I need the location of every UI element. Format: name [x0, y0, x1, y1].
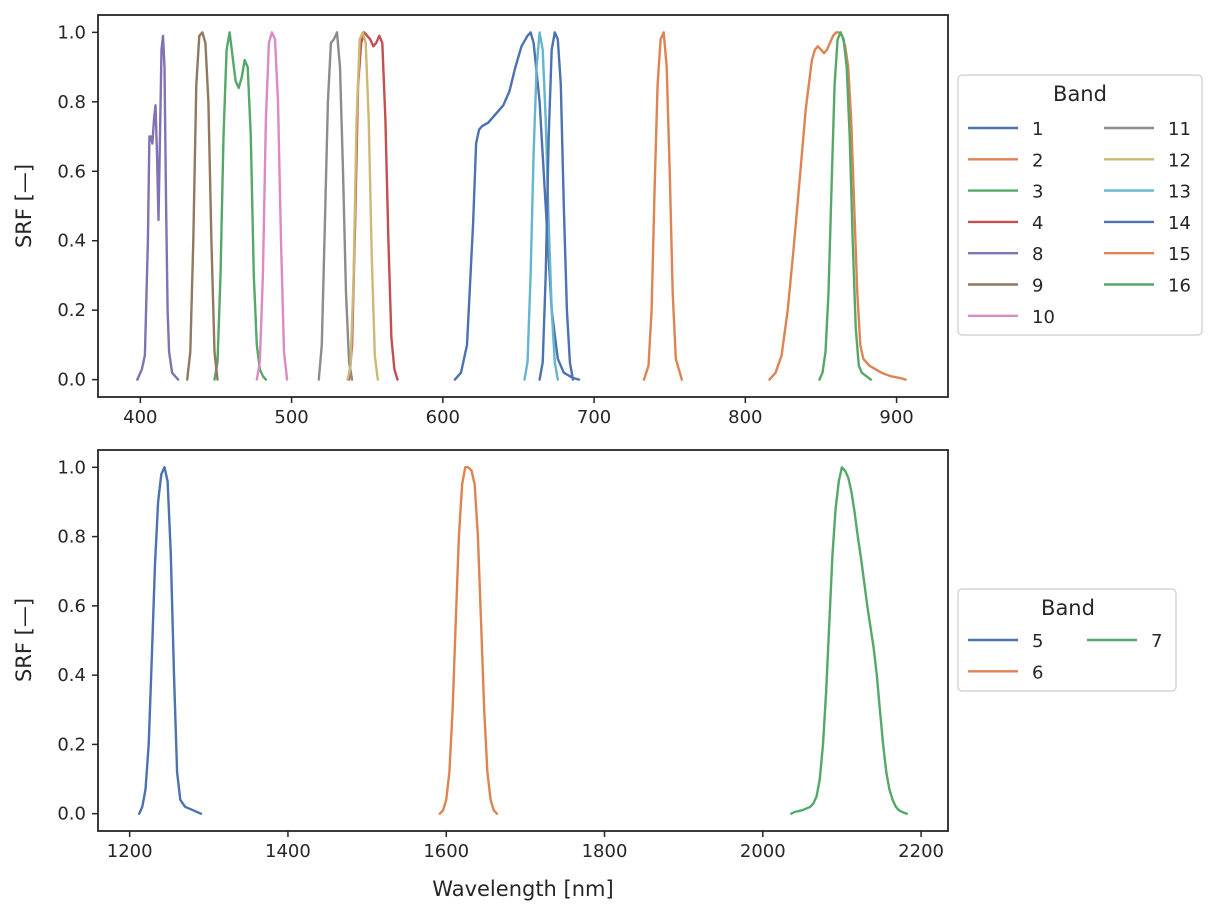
top-chart-frame: [97, 14, 949, 398]
bottom-chart-x-axis: 1200 1400 1600 1800 2000 2200: [107, 831, 944, 862]
top-chart-x-tick-label: 500: [274, 407, 308, 428]
top-chart-line-band-14: [538, 31, 575, 381]
bottom-chart-y-label: SRF [—]: [12, 598, 36, 682]
top-chart-legend-label: 10: [1032, 307, 1055, 328]
bottom-chart-x-label: Wavelength [nm]: [432, 877, 613, 901]
top-chart-legend-label: 11: [1168, 119, 1191, 140]
top-chart-x-tick-label: 400: [123, 407, 157, 428]
top-chart-legend-label: 13: [1168, 182, 1191, 203]
bottom-chart-legend: Band 5 6 7: [957, 588, 1177, 692]
bottom-chart-y-tick-label: 0.6: [57, 596, 86, 617]
top-chart-y-tick-label: 1.0: [57, 22, 86, 43]
top-chart-line-band-8: [136, 34, 180, 381]
top-chart-legend-entry: 8: [968, 244, 1043, 265]
top-chart-legend-entry: 3: [968, 182, 1043, 203]
top-chart-legend-entry: 12: [1104, 150, 1191, 171]
top-chart-line-band-13: [523, 31, 559, 381]
top-chart-line-band-2: [642, 31, 683, 381]
bottom-chart-legend-title: Band: [1041, 596, 1095, 620]
top-chart-legend-label: 8: [1032, 244, 1043, 265]
bottom-chart-series: [137, 466, 908, 815]
top-chart-legend-label: 2: [1032, 150, 1043, 171]
top-chart-y-tick-label: 0.2: [57, 300, 86, 321]
top-chart-legend-label: 9: [1032, 276, 1043, 297]
top-chart-y-tick-label: 0.6: [57, 161, 86, 182]
bottom-chart-y-axis: 0.0 0.2 0.4 0.6 0.8 1.0: [57, 457, 98, 825]
top-chart-y-label: SRF [—]: [12, 164, 36, 248]
top-chart-y-tick-label: 0.0: [57, 370, 86, 391]
top-chart-legend-entry: 9: [968, 276, 1043, 297]
bottom-chart-legend-entry: 7: [1087, 631, 1162, 652]
bottom-chart-line-band-6: [438, 466, 499, 815]
top-chart-legend-entry: 2: [968, 150, 1043, 171]
bottom-chart-y-tick-label: 1.0: [57, 457, 86, 478]
top-chart-legend-label: 14: [1168, 213, 1191, 234]
bottom-chart-x-tick-label: 2000: [740, 841, 786, 862]
bottom-chart-y-tick-label: 0.4: [57, 665, 86, 686]
bottom-chart-x-tick-label: 1600: [423, 841, 469, 862]
top-chart-x-tick-label: 600: [426, 407, 460, 428]
top-chart-line-band-16: [818, 31, 873, 381]
top-chart-y-axis: 0.0 0.2 0.4 0.6 0.8 1.0: [57, 22, 98, 391]
top-chart-legend-label: 4: [1032, 213, 1043, 234]
bottom-chart-frame: [97, 449, 949, 832]
bottom-chart-x-tick-label: 1200: [107, 841, 153, 862]
bottom-chart-x-tick-label: 1400: [265, 841, 311, 862]
top-chart-legend-label: 12: [1168, 150, 1191, 171]
bottom-chart-legend-frame: [957, 588, 1177, 692]
bottom-chart-y-tick-label: 0.0: [57, 804, 86, 825]
top-chart-line-band-11: [317, 31, 354, 381]
bottom-chart-line-band-7: [790, 466, 908, 815]
top-chart-legend-entry: 16: [1104, 276, 1191, 297]
top-chart-legend-label: 15: [1168, 244, 1191, 265]
top-chart-y-tick-label: 0.8: [57, 92, 86, 113]
bottom-chart-legend-entry: 5: [968, 631, 1043, 652]
bottom-chart-line-band-5: [137, 466, 203, 815]
top-chart-legend-entry: 15: [1104, 244, 1191, 265]
top-chart-line-band-10: [255, 31, 289, 381]
bottom-chart-y-tick-label: 0.2: [57, 734, 86, 755]
bottom-chart-legend-label: 7: [1151, 631, 1162, 652]
top-chart-line-band-15: [768, 31, 907, 381]
top-chart-panel: 400 500 600 700 800 900 0.0 0.2 0.4 0.6 0.8 1.0 SR…: [12, 14, 1203, 428]
bottom-chart-legend-label: 6: [1032, 662, 1043, 683]
top-chart-x-axis: 400 500 600 700 800 900: [123, 397, 914, 428]
bottom-chart-legend-entry: 6: [968, 662, 1043, 683]
bottom-chart-panel: 1200 1400 1600 1800 2000 2200 0.0 0.2 0.4 0.6 0.8…: [12, 449, 1177, 901]
top-chart-legend-label: 16: [1168, 276, 1191, 297]
top-chart-line-band-9: [185, 31, 219, 381]
top-chart-line-band-12: [346, 31, 379, 381]
top-chart-legend-label: 1: [1032, 119, 1043, 140]
bottom-chart-x-tick-label: 2200: [898, 841, 944, 862]
top-chart-legend-entry: 4: [968, 213, 1043, 234]
top-chart-legend-entry: 1: [968, 119, 1043, 140]
top-chart-legend-entry: 14: [1104, 213, 1191, 234]
top-chart-legend-title: Band: [1053, 82, 1107, 106]
top-chart-series: [136, 31, 907, 381]
top-chart-legend-entry: 13: [1104, 182, 1191, 203]
bottom-chart-y-tick-label: 0.8: [57, 527, 86, 548]
top-chart-legend-frame: [957, 74, 1203, 336]
top-chart-legend-entry: 10: [968, 307, 1055, 328]
top-chart-x-tick-label: 700: [577, 407, 611, 428]
top-chart-legend-entry: 11: [1104, 119, 1191, 140]
top-chart-line-band-3: [213, 31, 268, 381]
top-chart-y-tick-label: 0.4: [57, 231, 86, 252]
top-chart-x-tick-label: 800: [728, 407, 762, 428]
bottom-chart-x-tick-label: 1800: [582, 841, 628, 862]
top-chart-legend-label: 3: [1032, 182, 1043, 203]
bottom-chart-legend-label: 5: [1032, 631, 1043, 652]
top-chart-x-tick-label: 900: [879, 407, 913, 428]
